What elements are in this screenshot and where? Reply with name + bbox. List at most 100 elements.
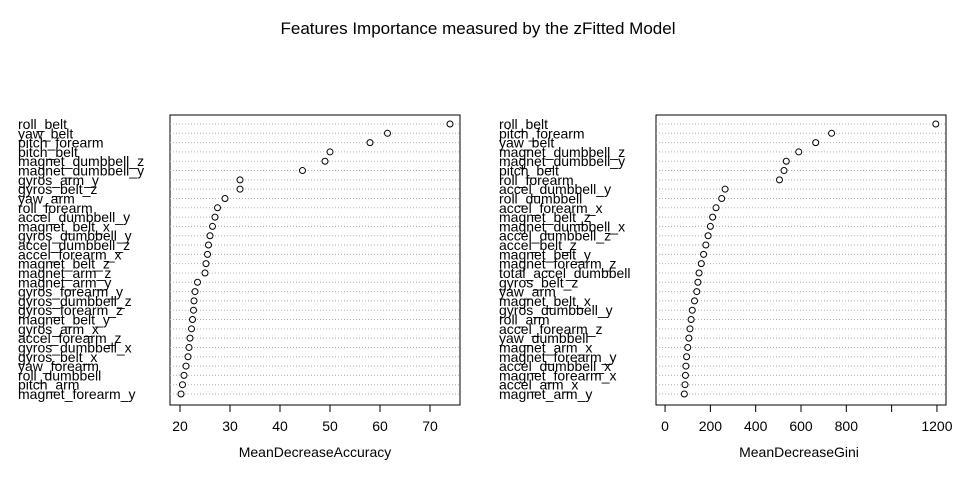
data-point [812, 139, 820, 147]
category-label: magnet_arm_y [18, 274, 111, 290]
category-label: magnet_arm_y [499, 386, 592, 402]
data-point [180, 371, 188, 379]
data-point [221, 194, 229, 202]
x-tick-label: 200 [699, 418, 723, 434]
category-label: accel_dumbbell_y [499, 181, 611, 197]
data-point [795, 148, 803, 156]
data-point [780, 167, 788, 175]
data-point [211, 213, 219, 221]
data-point [704, 232, 712, 240]
category-label: magnet_belt_y [499, 246, 591, 262]
data-point [694, 278, 702, 286]
category-label: accel_forearm_x [18, 246, 122, 262]
data-point [194, 278, 201, 286]
gini-x-axis-title: MeanDecreaseGini [739, 444, 859, 460]
category-label: magnet_forearm_x [499, 367, 617, 383]
x-tick-label: 20 [172, 418, 188, 434]
category-label: magnet_arm_x [499, 339, 592, 355]
data-point [775, 176, 783, 184]
data-point [682, 362, 690, 370]
category-label: yaw_belt [18, 125, 73, 141]
data-point [828, 129, 836, 137]
category-label: accel_forearm_z [499, 321, 603, 337]
category-label: accel_dumbbell_y [18, 209, 130, 225]
category-label: pitch_belt [499, 163, 559, 179]
data-point [184, 353, 192, 361]
category-label: accel_forearm_x [499, 200, 603, 216]
data-point [712, 204, 720, 212]
category-label: accel_dumbbell_z [499, 228, 611, 244]
gini-plot-frame [655, 114, 947, 406]
data-point [190, 306, 197, 314]
data-point [681, 381, 689, 389]
category-label: magnet_belt_z [499, 209, 591, 225]
data-point [189, 316, 196, 324]
category-label: roll_dumbbell [499, 190, 582, 206]
data-point [177, 390, 185, 398]
x-tick-label: 800 [835, 418, 859, 434]
data-point [202, 260, 210, 268]
accuracy-x-axis-title: MeanDecreaseAccuracy [239, 444, 392, 460]
category-label: total_accel_dumbbell [499, 265, 631, 281]
data-point [691, 297, 699, 305]
data-point [326, 148, 334, 156]
data-point [697, 260, 705, 268]
category-label: gyros_forearm_y [18, 284, 123, 300]
category-label: pitch_forearm [499, 125, 585, 141]
data-point [186, 334, 194, 342]
category-label: roll_dumbbell [18, 367, 101, 383]
x-tick-label: 40 [272, 418, 288, 434]
data-point [201, 269, 209, 277]
data-point [384, 129, 391, 137]
category-label: magnet_dumbbell_y [499, 153, 625, 169]
x-tick-label: 0 [661, 418, 669, 434]
category-label: magnet_forearm_y [18, 386, 136, 402]
data-point [182, 362, 190, 370]
category-label: magnet_forearm_y [499, 349, 617, 365]
data-point [206, 232, 214, 240]
category-label: gyros_belt_x [18, 349, 97, 365]
category-label: magnet_belt_x [18, 218, 110, 234]
data-point [683, 353, 691, 361]
data-point [693, 288, 701, 296]
category-label: yaw_dumbbell [499, 330, 589, 346]
data-point [205, 241, 212, 249]
accuracy-panel: roll_beltyaw_beltpitch_forearmpitch_belt… [18, 114, 461, 460]
category-label: yaw_forearm [18, 358, 99, 374]
data-point [688, 306, 696, 314]
category-label: accel_belt_z [499, 237, 577, 253]
data-point [321, 157, 329, 165]
category-label: gyros_forearm_z [18, 302, 123, 318]
data-point [721, 185, 729, 193]
x-tick-label: 30 [222, 418, 238, 434]
data-point [685, 334, 693, 342]
category-label: accel_dumbbell_x [499, 358, 611, 374]
chart-title: Features Importance measured by the zFit… [281, 19, 676, 38]
category-label: accel_forearm_z [18, 330, 122, 346]
category-label: magnet_arm_z [18, 265, 111, 281]
data-point [209, 222, 216, 230]
category-label: yaw_belt [499, 135, 554, 151]
data-point [695, 269, 703, 277]
category-label: magnet_dumbbell_z [18, 153, 144, 169]
data-point [706, 222, 714, 230]
data-point [185, 343, 193, 351]
category-label: roll_belt [18, 116, 67, 132]
data-point [236, 176, 244, 184]
category-label: yaw_arm [499, 284, 556, 300]
category-label: gyros_dumbbell_y [499, 302, 613, 318]
data-point [687, 316, 695, 324]
data-point [718, 194, 726, 202]
category-label: gyros_arm_y [18, 172, 99, 188]
x-tick-label: 60 [372, 418, 388, 434]
category-label: gyros_belt_z [499, 274, 578, 290]
data-point [236, 185, 244, 193]
data-point [932, 120, 940, 128]
data-point [700, 250, 708, 258]
accuracy-plot-frame [169, 114, 461, 406]
gini-panel: roll_beltpitch_forearmyaw_beltmagnet_dum… [499, 114, 953, 460]
data-point [366, 139, 374, 147]
category-label: magnet_forearm_z [499, 256, 617, 272]
category-label: magnet_dumbbell_z [499, 144, 625, 160]
x-tick-label: 50 [322, 418, 338, 434]
